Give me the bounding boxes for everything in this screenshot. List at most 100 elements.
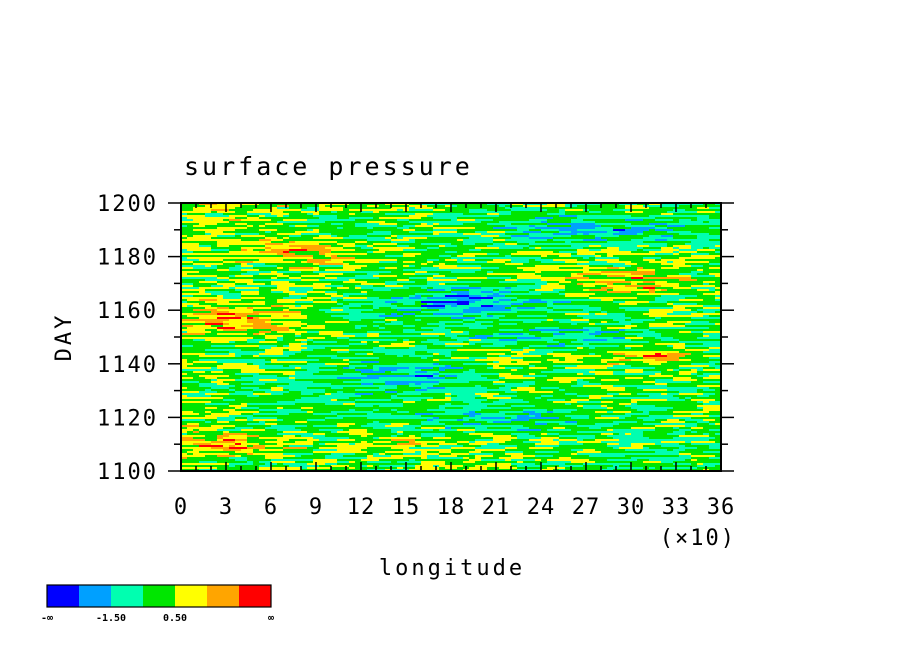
field-cell [667, 353, 692, 356]
field-cell [217, 455, 236, 458]
field-cell [571, 253, 578, 256]
field-cell [535, 463, 542, 466]
field-cell [631, 295, 638, 298]
field-cell [229, 389, 236, 392]
field-cell [289, 269, 308, 272]
field-cell [697, 423, 704, 426]
field-cell [493, 239, 506, 242]
field-cell [379, 437, 398, 440]
field-cell [469, 411, 476, 414]
field-cell [571, 281, 578, 284]
field-cell [343, 261, 350, 264]
field-cell [313, 263, 320, 266]
field-cell [679, 439, 692, 442]
field-cell [385, 371, 392, 374]
field-cell [619, 243, 638, 246]
field-cell [199, 223, 206, 226]
field-cell [667, 381, 686, 384]
field-cell [343, 327, 356, 330]
field-cell [265, 335, 284, 338]
field-cell [619, 267, 626, 270]
field-cell [259, 309, 266, 312]
field-cell [181, 389, 188, 392]
field-cell [433, 373, 440, 376]
field-cell [691, 245, 716, 248]
field-cell [625, 313, 644, 316]
field-cell [229, 303, 254, 306]
field-cell [397, 345, 416, 348]
field-cell [433, 359, 440, 362]
field-cell [715, 211, 722, 214]
field-cell [217, 333, 224, 336]
field-cell [361, 371, 386, 374]
field-cell [697, 401, 704, 404]
field-cell [307, 331, 320, 334]
field-cell [181, 335, 188, 338]
field-cell [691, 331, 704, 334]
field-cell [283, 211, 302, 214]
field-cell [613, 381, 632, 384]
field-cell [427, 247, 440, 250]
field-cell [655, 225, 668, 228]
field-cell [601, 347, 626, 350]
field-cell [337, 351, 344, 354]
field-cell [217, 407, 236, 410]
field-cell [397, 227, 410, 230]
field-cell [415, 395, 440, 398]
field-cell [499, 299, 512, 302]
field-cell [211, 389, 218, 392]
field-cell [313, 453, 332, 456]
field-cell [457, 207, 470, 210]
field-cell [223, 359, 242, 362]
field-cell [271, 331, 278, 334]
field-cell [223, 339, 248, 342]
field-cell [505, 459, 512, 462]
field-cell [409, 385, 434, 388]
field-cell [715, 353, 722, 356]
field-cell [319, 225, 332, 228]
field-cell [523, 205, 548, 208]
field-cell [403, 211, 428, 214]
field-cell [373, 293, 398, 296]
field-cell [247, 373, 260, 376]
field-cell [535, 421, 548, 424]
field-cell [259, 385, 278, 388]
field-cell [421, 411, 434, 414]
field-cell [475, 393, 500, 396]
field-cell [367, 265, 386, 268]
field-cell [697, 459, 716, 462]
field-cell [331, 223, 344, 226]
field-cell [631, 403, 638, 406]
field-cell [535, 213, 548, 216]
field-cell [517, 277, 536, 280]
field-cell [571, 315, 578, 318]
field-cell [361, 255, 386, 258]
field-cell [433, 405, 440, 408]
field-cell [421, 439, 446, 442]
field-cell [433, 319, 440, 322]
field-cell [697, 233, 704, 236]
field-cell [493, 371, 518, 374]
field-cell [577, 251, 590, 254]
field-cell [475, 317, 494, 320]
field-cell [673, 333, 692, 336]
field-cell [229, 217, 236, 220]
field-cell [481, 457, 500, 460]
field-cell [289, 281, 302, 284]
field-cell [301, 351, 314, 354]
field-cell [235, 391, 254, 394]
field-cell [523, 435, 536, 438]
field-cell [373, 325, 380, 328]
field-cell [607, 369, 626, 372]
field-cell [613, 289, 626, 292]
field-cell [343, 265, 368, 268]
field-cell [535, 209, 542, 212]
field-cell [487, 225, 500, 228]
field-cell [355, 453, 374, 456]
field-cell [181, 407, 206, 410]
field-cell [409, 355, 416, 358]
field-cell [181, 253, 200, 256]
field-cell [421, 287, 428, 290]
field-cell [529, 223, 548, 226]
field-cell [307, 419, 326, 422]
